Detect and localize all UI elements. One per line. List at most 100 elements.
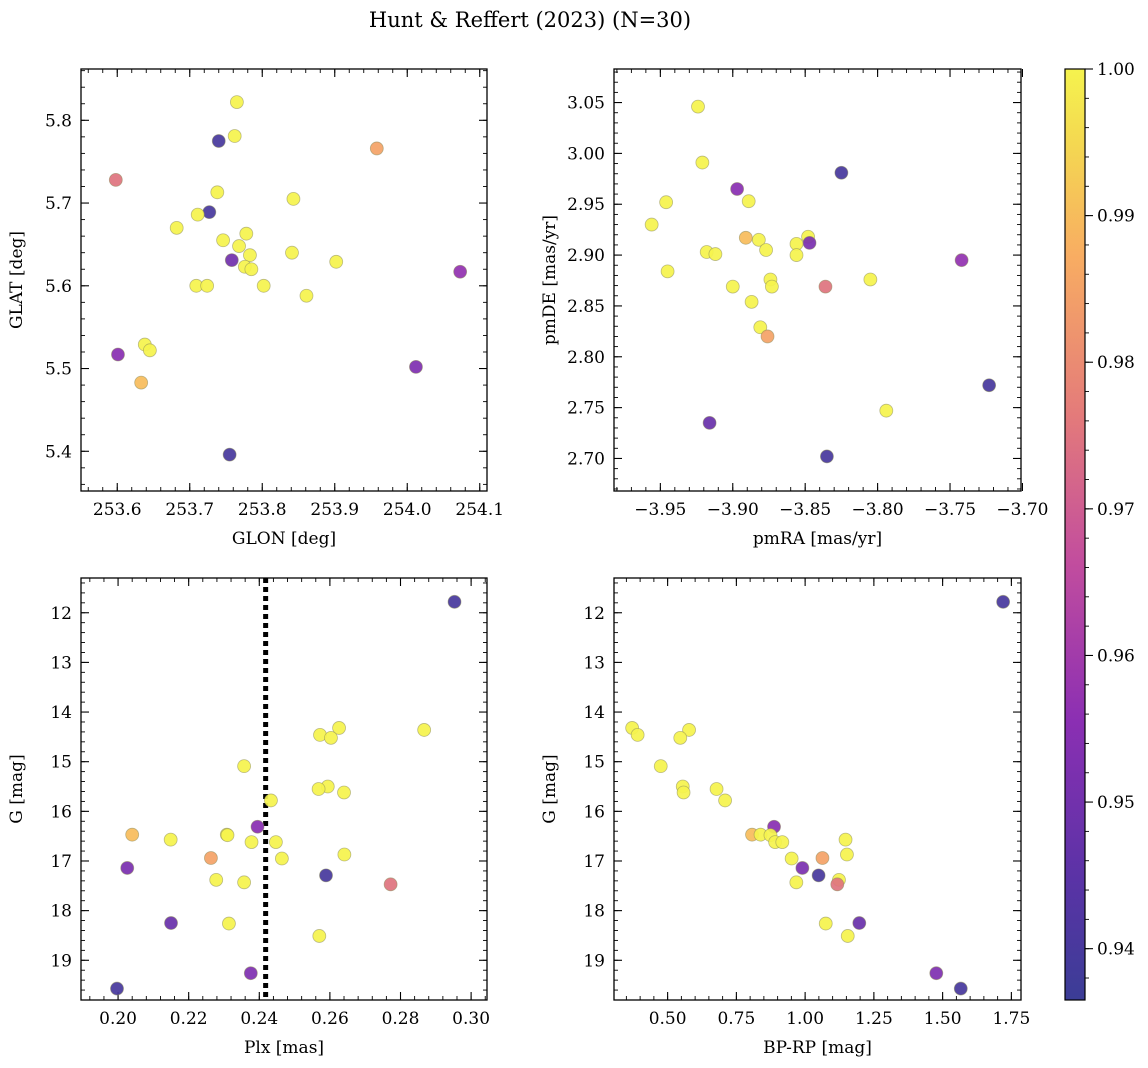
- y-tick-label: 18: [583, 902, 605, 922]
- scatter-point: [337, 847, 352, 862]
- scatter-point: [775, 835, 790, 850]
- scatter-point: [682, 723, 696, 737]
- scatter-point: [409, 359, 423, 374]
- scatter-point: [324, 730, 338, 745]
- scatter-point: [211, 134, 226, 148]
- scatter-point: [108, 172, 123, 187]
- y-tick-label: 19: [50, 951, 72, 971]
- scatter-point: [660, 264, 675, 279]
- axes-frame: [80, 577, 488, 1001]
- scatter-point: [653, 759, 668, 774]
- scatter-point: [417, 723, 432, 737]
- scatter-point: [285, 245, 299, 260]
- x-tick-label: 253.7: [165, 500, 214, 520]
- y-tick-label: 17: [50, 852, 72, 872]
- scatter-point: [702, 415, 717, 430]
- scatter-point: [691, 99, 705, 114]
- scatter-point: [838, 832, 853, 847]
- scatter-point: [220, 828, 235, 843]
- y-tick-label: 14: [583, 703, 605, 723]
- minor-ticks: [614, 578, 1021, 1001]
- scatter-point: [216, 233, 231, 248]
- x-tick-label: 254.1: [455, 500, 504, 520]
- scatter-point: [222, 916, 236, 931]
- scatter-point: [811, 868, 826, 883]
- scatter-point: [834, 165, 849, 180]
- scatter-point: [264, 793, 278, 808]
- x-axis-label: GLON [deg]: [232, 529, 336, 549]
- x-tick-label: 253.6: [93, 500, 142, 520]
- scatter-panel-2: −3.95 −3.90 −3.85 −3.80 −3.75 −3.70 2.70 2.75 2.…: [540, 68, 1049, 549]
- scatter-point: [738, 230, 753, 245]
- y-tick-label: 12: [583, 604, 605, 624]
- x-tick-label: 1.50: [924, 1009, 962, 1029]
- y-tick-label: 16: [583, 802, 605, 822]
- x-tick-label: 0.75: [717, 1009, 755, 1029]
- scatter-point: [929, 966, 944, 981]
- y-tick-label: 2.75: [567, 399, 605, 419]
- scatter-point: [250, 819, 265, 834]
- colorbar-tick-label: 0.99: [1097, 207, 1135, 227]
- scatter-point: [818, 916, 833, 931]
- scatter-point: [164, 916, 178, 930]
- scatter-point: [695, 155, 710, 170]
- x-tick-label: −3.70: [996, 500, 1048, 520]
- x-tick-label: −3.85: [779, 500, 831, 520]
- scatter-point: [243, 966, 258, 981]
- scatter-point: [820, 449, 834, 464]
- x-tick-label: 253.8: [238, 500, 287, 520]
- x-tick-label: 1.25: [855, 1009, 893, 1029]
- scatter-point: [447, 594, 462, 609]
- y-axis-label: GLAT [deg]: [7, 231, 27, 329]
- scatter-point: [299, 288, 314, 303]
- scatter-point: [200, 278, 215, 293]
- scatter-point: [744, 294, 759, 309]
- x-tick-label: 0.28: [382, 1009, 420, 1029]
- x-tick-label: 0.24: [240, 1009, 278, 1029]
- scatter-point: [954, 253, 969, 268]
- scatter-point: [383, 877, 398, 892]
- scatter-point: [210, 185, 225, 200]
- scatter-point: [268, 835, 283, 850]
- scatter-point: [996, 594, 1011, 609]
- scatter-point: [329, 254, 344, 269]
- scatter-points: [625, 594, 1011, 996]
- scatter-point: [169, 220, 184, 235]
- scatter-point: [818, 279, 833, 294]
- y-tick-label: 12: [50, 604, 72, 624]
- x-tick-label: 0.22: [170, 1009, 208, 1029]
- scatter-point: [764, 279, 779, 294]
- scatter-point: [830, 877, 845, 892]
- scatter-point: [311, 782, 326, 796]
- scatter-point: [802, 235, 817, 250]
- scatter-point: [111, 347, 125, 362]
- x-tick-label: 0.26: [311, 1009, 349, 1029]
- scatter-point: [759, 243, 773, 257]
- scatter-point: [134, 375, 149, 390]
- y-tick-label: 17: [583, 852, 605, 872]
- scatter-point: [190, 207, 205, 222]
- scatter-point: [332, 721, 346, 735]
- y-tick-label: 5.8: [45, 111, 72, 131]
- y-tick-label: 19: [583, 951, 605, 971]
- scatter-panels: 253.6 253.7 253.8 253.9 254.0 254.1 5.4 5.5 5.6 5…: [7, 68, 1049, 1058]
- scatter-point: [209, 872, 224, 887]
- scatter-point: [337, 785, 351, 800]
- x-axis-label: Plx [mas]: [244, 1038, 324, 1058]
- y-tick-label: 18: [50, 902, 72, 922]
- y-tick-label: 13: [50, 653, 72, 673]
- y-tick-label: 15: [50, 753, 72, 773]
- colorbar: 0.94 0.95 0.96 0.97 0.98 0.99 1.00: [1064, 60, 1135, 1001]
- scatter-point: [840, 847, 854, 862]
- scatter-point: [453, 264, 468, 279]
- x-tick-label: 1.00: [786, 1009, 824, 1029]
- colorbar-tick-label: 0.98: [1097, 353, 1135, 373]
- axes-frame: [613, 68, 1022, 492]
- y-tick-label: 2.80: [567, 348, 605, 368]
- y-tick-label: 5.5: [45, 360, 72, 380]
- scatter-point: [673, 730, 688, 745]
- scatter-point: [312, 929, 327, 943]
- scatter-point: [244, 835, 259, 850]
- minor-ticks: [81, 69, 487, 491]
- x-tick-label: 0.30: [452, 1009, 490, 1029]
